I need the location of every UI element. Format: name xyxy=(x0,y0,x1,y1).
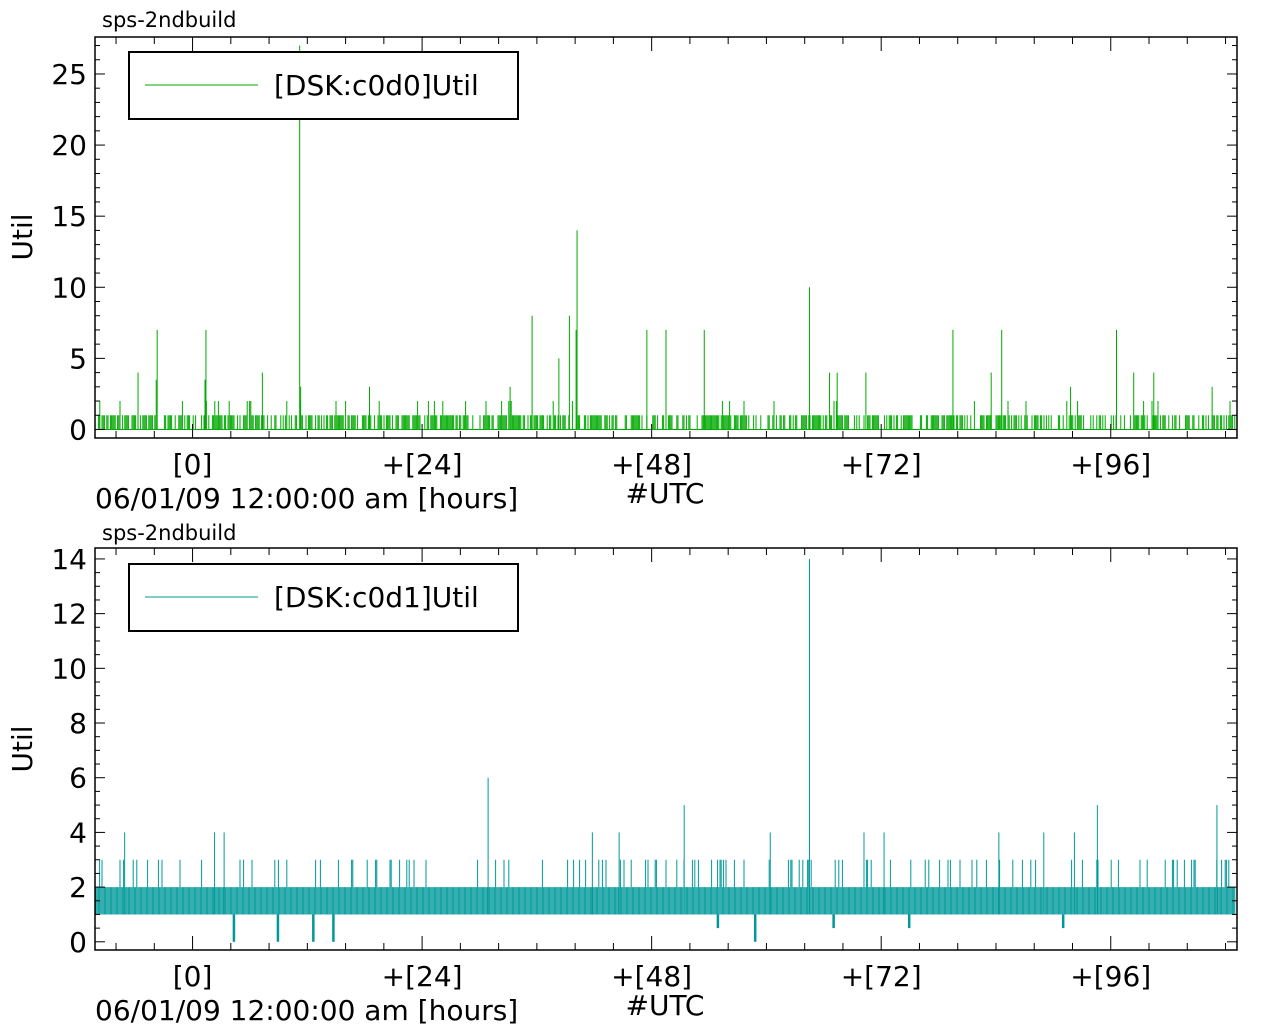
panel-c0d1: sps-2ndbuild Util 06/01/09 12:00:00 am [… xyxy=(6,521,1238,1024)
series-dip xyxy=(907,914,911,929)
panel-c0d0: sps-2ndbuild Util 06/01/09 12:00:00 am [… xyxy=(6,8,1238,515)
plot-area: 0 2 4 6 8 10 12 14 [0] +[24] +[48] +[72] +[96] xyxy=(51,543,1238,993)
legend: [DSK:c0d1]Util xyxy=(128,563,519,632)
series-dip xyxy=(312,914,315,942)
legend-box xyxy=(128,563,519,632)
x-axis-label: 06/01/09 12:00:00 am [hours] xyxy=(95,994,518,1024)
y-tick-label: 12 xyxy=(51,598,87,631)
y-tick-label: 20 xyxy=(51,129,87,162)
series-dip xyxy=(832,914,835,929)
legend-entry: [DSK:c0d1]Util xyxy=(274,581,479,614)
y-tick-label: 25 xyxy=(51,58,87,91)
y-tick-label: 4 xyxy=(69,816,87,849)
plot-frame xyxy=(94,36,1238,439)
plot-area: 0 5 10 15 20 25 [0] +[24] +[48] +[72] +[96] xyxy=(51,36,1238,481)
y-tick-label: 0 xyxy=(69,413,87,446)
x-axis-timezone-label: #UTC xyxy=(626,989,705,1022)
y-axis-label: Util xyxy=(6,725,39,772)
x-axis-timezone-label: #UTC xyxy=(626,477,705,510)
x-tick-label: +[96] xyxy=(1070,960,1151,993)
y-tick-label: 14 xyxy=(51,543,87,576)
x-tick-label: [0] xyxy=(173,960,213,993)
y-tick-label: 8 xyxy=(69,707,87,740)
chart-title: sps-2ndbuild xyxy=(102,8,236,32)
y-tick-label: 15 xyxy=(51,200,87,233)
series-dip xyxy=(332,914,335,942)
plot-frame xyxy=(94,547,1238,951)
y-tick-label: 10 xyxy=(51,271,87,304)
legend-entry: [DSK:c0d0]Util xyxy=(274,69,479,102)
x-tick-label: +[72] xyxy=(841,960,922,993)
x-tick-label: +[96] xyxy=(1070,448,1151,481)
chart-title: sps-2ndbuild xyxy=(102,521,236,545)
series-dip xyxy=(1061,914,1065,929)
y-tick-label: 0 xyxy=(69,926,87,959)
series-baseline xyxy=(97,401,1236,430)
x-tick-label: [0] xyxy=(173,448,213,481)
x-tick-label: +[48] xyxy=(611,448,692,481)
series-dip xyxy=(232,914,236,942)
y-axis-label: Util xyxy=(6,213,39,260)
y-tick-label: 10 xyxy=(51,652,87,685)
x-tick-label: +[48] xyxy=(611,960,692,993)
y-tick-label: 6 xyxy=(69,762,87,795)
series-dip xyxy=(716,914,720,929)
x-axis-label: 06/01/09 12:00:00 am [hours] xyxy=(95,482,518,515)
y-tick-label: 2 xyxy=(69,871,87,904)
y-tick-label: 5 xyxy=(69,342,87,375)
series-dip xyxy=(276,914,280,942)
series-baseline xyxy=(95,859,1236,915)
legend: [DSK:c0d0]Util xyxy=(128,51,519,120)
series-dip xyxy=(753,914,757,942)
x-tick-label: +[24] xyxy=(382,448,463,481)
x-tick-label: +[24] xyxy=(382,960,463,993)
x-tick-label: +[72] xyxy=(841,448,922,481)
